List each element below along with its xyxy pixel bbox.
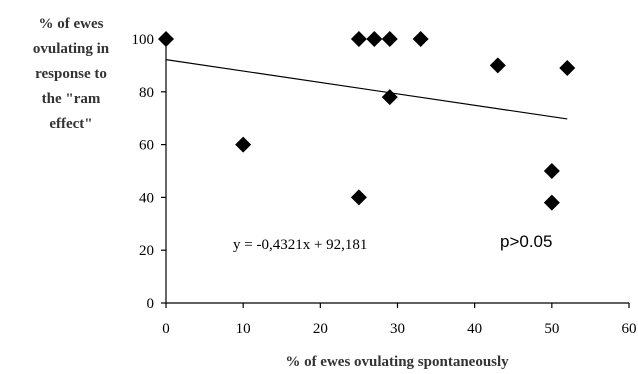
x-tick-label: 60 bbox=[622, 321, 637, 337]
x-tick-label: 20 bbox=[313, 321, 328, 337]
y-tick-label: 80 bbox=[139, 85, 154, 101]
y-axis-label-line: response to bbox=[35, 66, 107, 82]
data-point bbox=[559, 60, 575, 76]
data-point bbox=[413, 31, 429, 47]
y-axis-label-line: ovulating in bbox=[33, 41, 110, 57]
data-point bbox=[544, 163, 560, 179]
y-axis-label-line: % of ewes bbox=[39, 16, 104, 32]
y-axis-label: % of ewes ovulating in response to the "ram… bbox=[33, 16, 110, 132]
x-axis-label: % of ewes ovulating spontaneously bbox=[285, 354, 509, 370]
data-point bbox=[351, 31, 367, 47]
y-tick-label: 40 bbox=[139, 190, 154, 206]
x-tick-label: 30 bbox=[390, 321, 405, 337]
data-point bbox=[158, 31, 174, 47]
y-axis-label-line: the "ram bbox=[42, 91, 101, 107]
data-point bbox=[382, 31, 398, 47]
equation-annotation: y = -0,4321x + 92,181 bbox=[233, 237, 367, 253]
data-points bbox=[158, 31, 575, 211]
data-point bbox=[235, 137, 251, 153]
trendline bbox=[166, 60, 567, 119]
y-tick-label: 100 bbox=[132, 32, 155, 48]
y-axis-label-line: effect" bbox=[49, 116, 92, 132]
data-point bbox=[490, 57, 506, 73]
x-tick-label: 40 bbox=[467, 321, 482, 337]
x-tick-label: 10 bbox=[236, 321, 251, 337]
pvalue-annotation: p>0.05 bbox=[500, 232, 552, 251]
data-point bbox=[366, 31, 382, 47]
x-tick-label: 50 bbox=[544, 321, 559, 337]
x-ticks: 0 10 20 30 40 50 60 bbox=[162, 303, 636, 337]
data-point bbox=[351, 189, 367, 205]
y-tick-label: 60 bbox=[139, 138, 154, 154]
x-tick-label: 0 bbox=[162, 321, 170, 337]
y-ticks: 0 20 40 60 80 100 bbox=[132, 32, 167, 312]
y-tick-label: 0 bbox=[147, 296, 155, 312]
data-point bbox=[544, 195, 560, 211]
y-tick-label: 20 bbox=[139, 243, 154, 259]
